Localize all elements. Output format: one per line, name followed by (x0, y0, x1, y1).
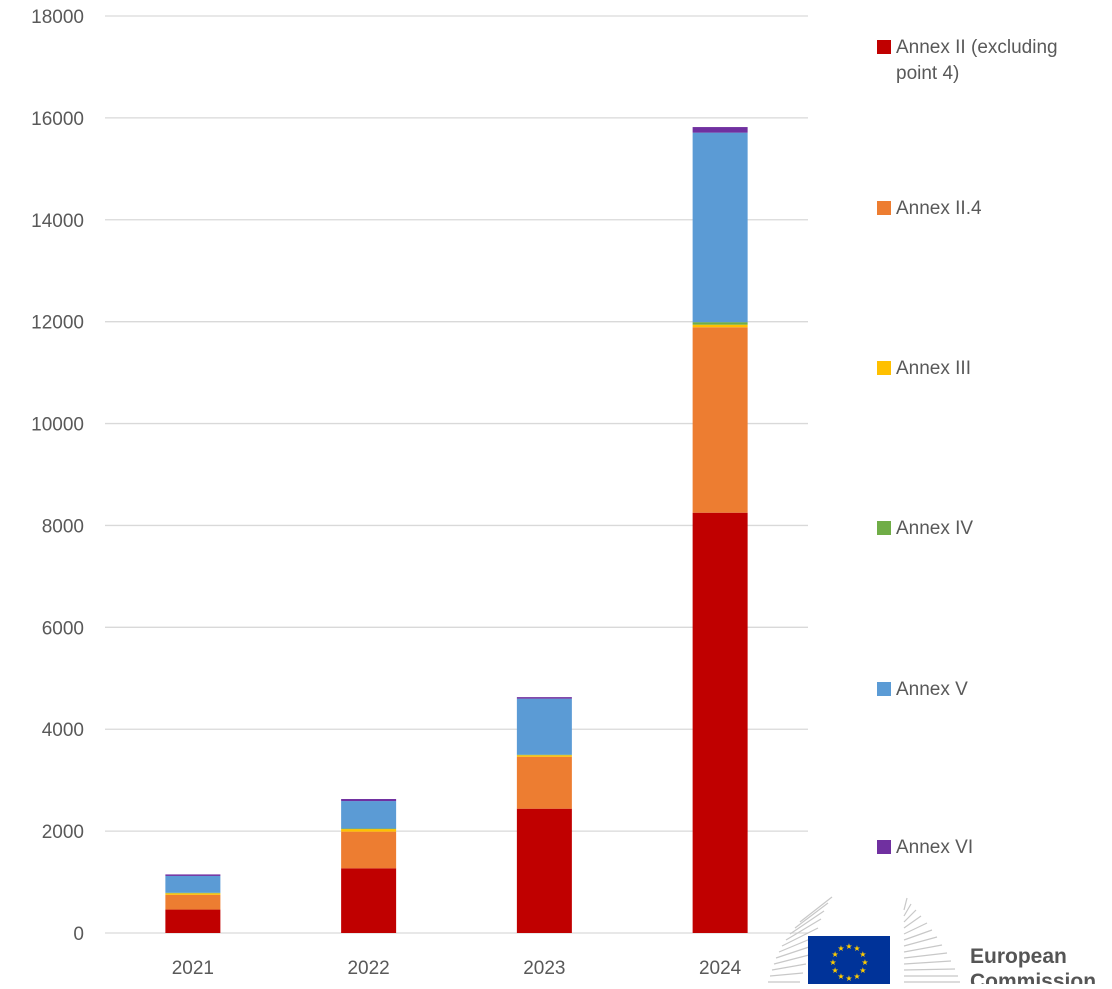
legend-swatch (877, 682, 891, 696)
y-tick-label: 8000 (42, 516, 84, 537)
y-tick-label: 10000 (31, 415, 84, 436)
bar-segment-2024-series-4 (692, 132, 748, 323)
legend-label: Annex II (excluding point 4) (896, 37, 1058, 84)
bar-segment-2021-series-1 (165, 894, 221, 910)
y-axis-tick-labels: 0 2000 4000 6000 8000 10000 12000 14000 16000 180… (31, 7, 84, 945)
logo-building-lines-right (903, 897, 960, 983)
y-tick-label: 2000 (42, 822, 84, 843)
legend-label: Annex II.4 (896, 198, 982, 219)
bar-segment-2021-series-3 (165, 892, 221, 894)
y-tick-label: 14000 (31, 211, 84, 232)
legend-swatch (877, 840, 891, 854)
bars (165, 127, 748, 933)
bar-segment-2022-series-3 (341, 828, 397, 830)
logo-text-line2: Commission (970, 970, 1096, 984)
x-axis-tick-labels: 2021 2022 2023 2024 (172, 958, 742, 979)
legend-label: Annex V (896, 679, 968, 700)
grid-layer (105, 15, 808, 934)
star-icon: ★ (861, 958, 868, 967)
eu-flag-stars: ★ ★★★★★★★★★★★ (829, 942, 868, 983)
star-icon: ★ (829, 958, 836, 967)
bar-segment-2021-series-5 (165, 874, 221, 876)
star-icon: ★ (832, 966, 839, 975)
legend: Annex II (excluding point 4) Annex II.4 Ann… (877, 37, 1058, 858)
logo-building-lines-left (768, 896, 833, 983)
star-icon: ★ (845, 942, 852, 951)
star-icon: ★ (853, 972, 860, 981)
x-tick-label: 2024 (699, 958, 742, 979)
star-icon: ★ (859, 966, 866, 975)
bar-segment-2021-series-4 (165, 875, 221, 893)
european-commission-logo: ★ ★★★★★★★★★★★ European Commission (768, 896, 1096, 989)
bar-segment-2024-series-2 (692, 324, 748, 328)
bar-segment-2022-series-2 (341, 829, 397, 832)
legend-swatch (877, 361, 891, 375)
x-tick-label: 2021 (172, 958, 214, 979)
star-icon: ★ (832, 950, 839, 959)
legend-swatch (877, 40, 891, 54)
bar-segment-2021-series-2 (165, 893, 221, 895)
y-tick-label: 4000 (42, 720, 84, 741)
y-tick-label: 12000 (31, 313, 84, 334)
bar-segment-2022-series-1 (341, 831, 397, 869)
bar-segment-2023-series-4 (516, 698, 572, 755)
bar-segment-2024-series-3 (692, 322, 748, 325)
star-icon: ★ (853, 944, 860, 953)
bar-segment-2023-series-1 (516, 756, 572, 809)
logo-text-line1: European (970, 945, 1067, 968)
eu-flag (808, 936, 890, 984)
bar-segment-2023-series-0 (516, 808, 572, 933)
legend-swatch (877, 521, 891, 535)
legend-swatch (877, 201, 891, 215)
legend-label: Annex IV (896, 518, 973, 539)
bar-segment-2024-series-5 (692, 127, 748, 133)
y-tick-label: 0 (73, 924, 84, 945)
star-icon: ★ (859, 950, 866, 959)
y-tick-label: 16000 (31, 109, 84, 130)
star-icon: ★ (845, 974, 852, 983)
bar-segment-2023-series-2 (516, 755, 572, 757)
bar-segment-2022-series-5 (341, 799, 397, 802)
legend-label: Annex III (896, 358, 971, 379)
x-tick-label: 2022 (347, 958, 389, 979)
bar-segment-2024-series-1 (692, 327, 748, 513)
bar-segment-2022-series-0 (341, 868, 397, 933)
bar-segment-2023-series-3 (516, 754, 572, 756)
y-tick-label: 6000 (42, 618, 84, 639)
star-icon: ★ (837, 944, 844, 953)
bar-segment-2021-series-0 (165, 909, 221, 933)
legend-label: Annex VI (896, 837, 973, 858)
x-tick-label: 2023 (523, 958, 565, 979)
star-icon: ★ (837, 972, 844, 981)
y-tick-label: 18000 (31, 7, 84, 28)
bar-segment-2024-series-0 (692, 512, 748, 933)
bar-segment-2023-series-5 (516, 697, 572, 699)
bar-segment-2022-series-4 (341, 801, 397, 829)
